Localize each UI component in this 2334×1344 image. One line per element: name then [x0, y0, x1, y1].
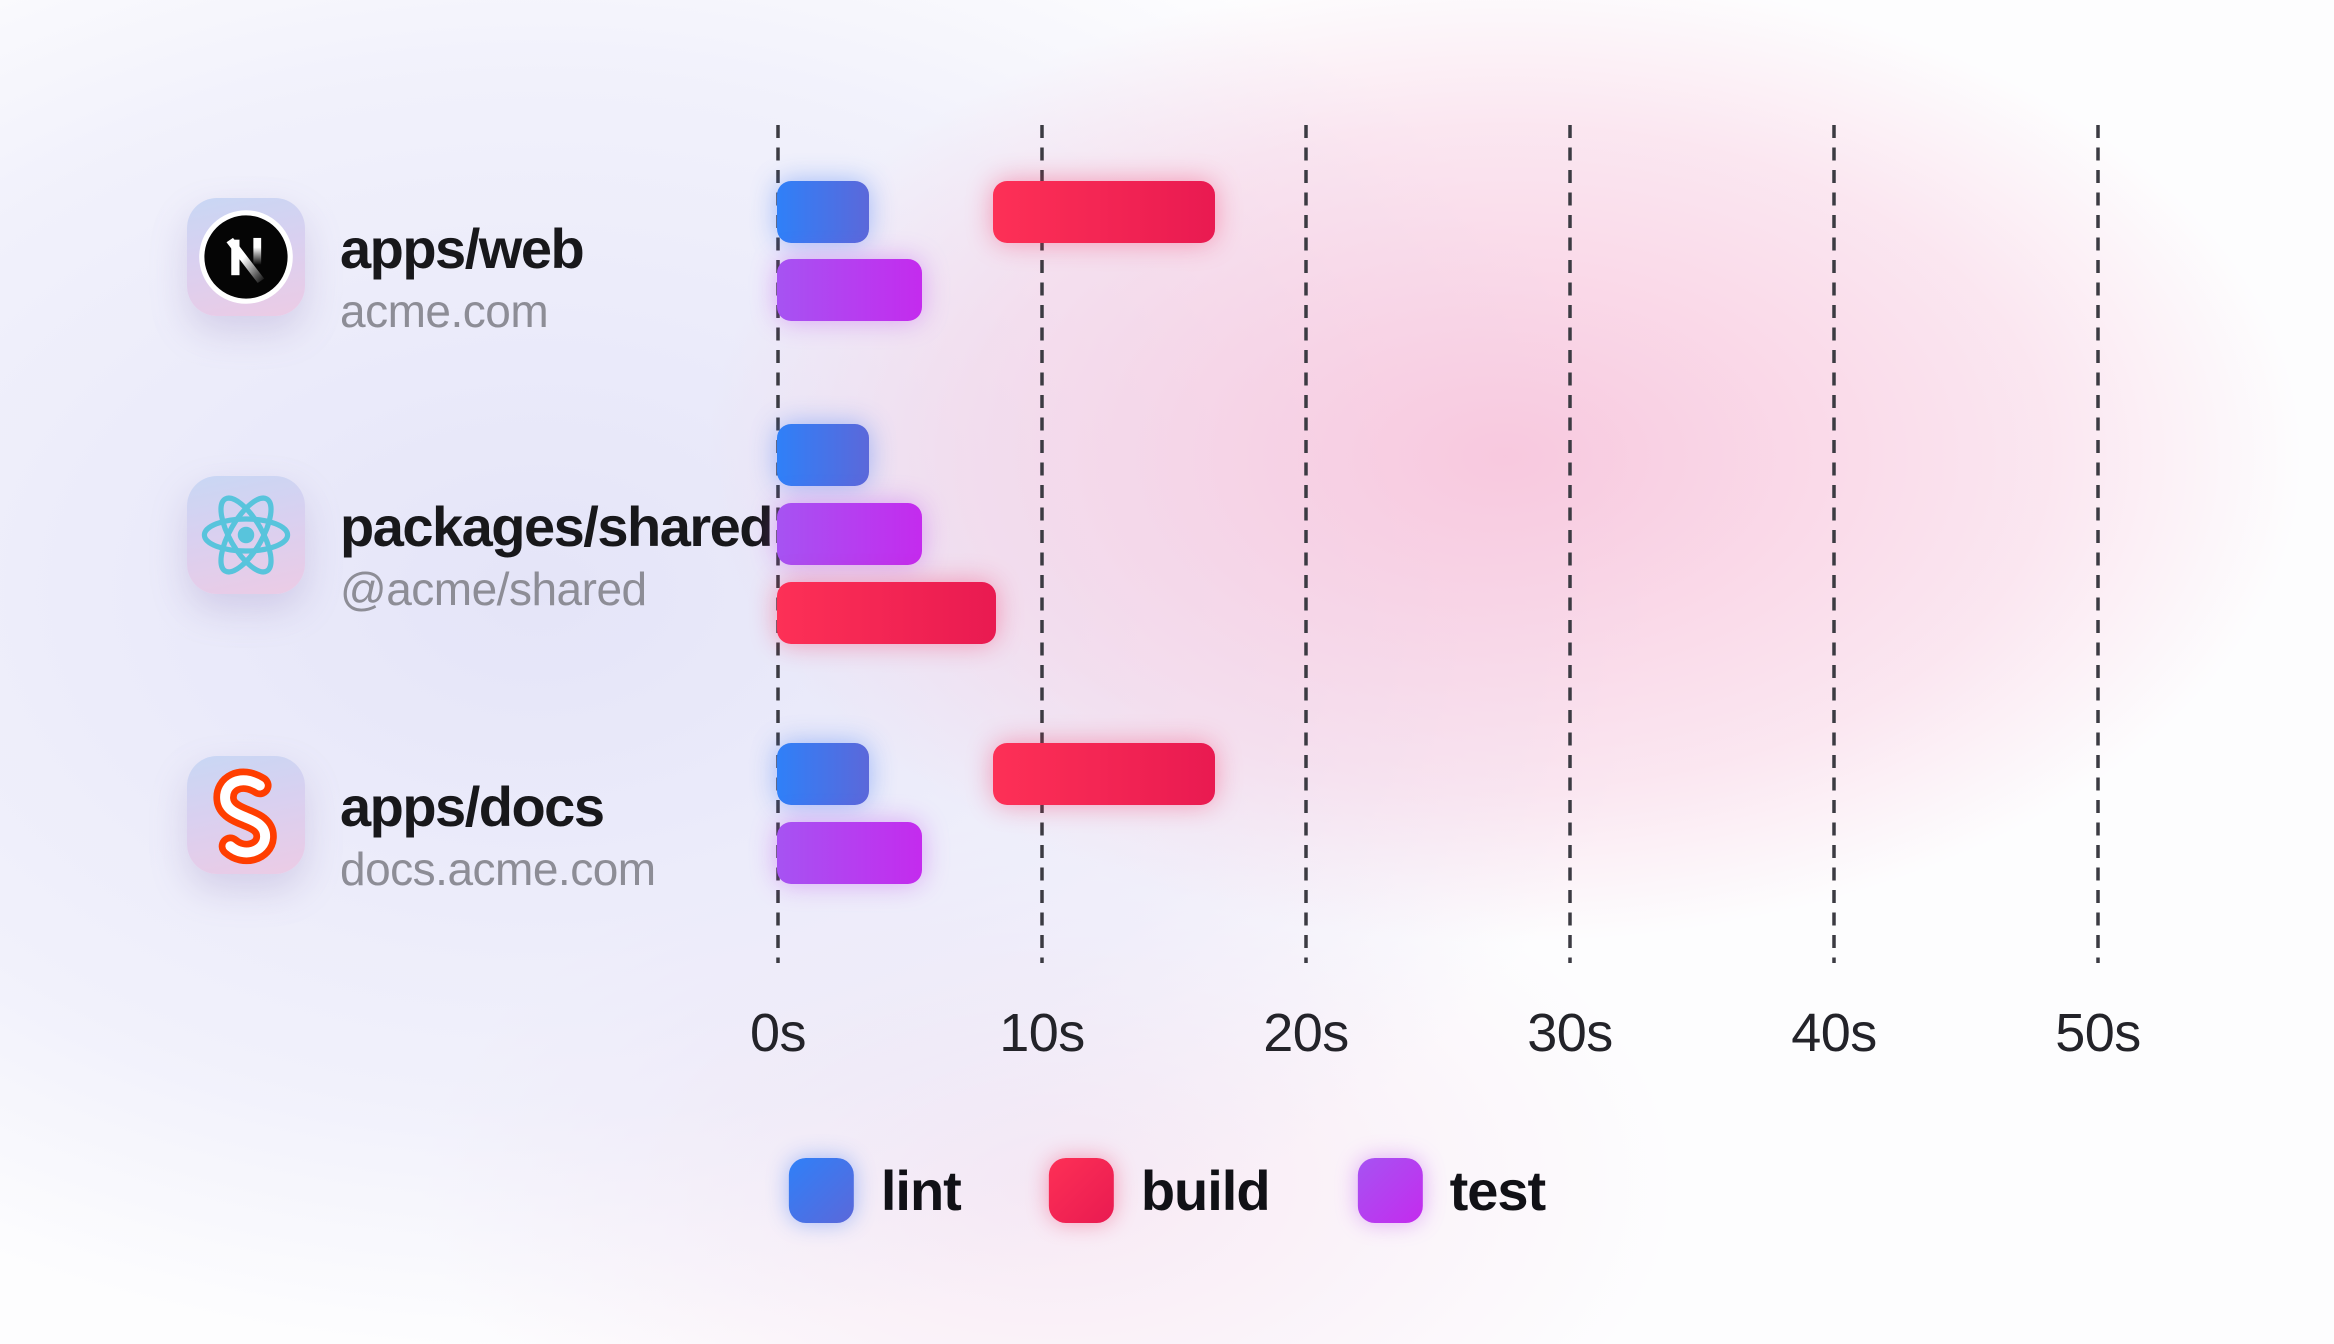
package-row-apps-web: apps/web acme.com: [187, 198, 585, 338]
legend-label: lint: [880, 1159, 962, 1222]
package-info: packages/shared @acme/shared: [340, 476, 773, 616]
package-row-apps-docs: apps/docs docs.acme.com: [187, 756, 656, 896]
task-bar-lint-apps-docs: [777, 743, 870, 805]
package-subtitle: acme.com: [340, 285, 549, 337]
task-bar-lint-packages-shared: [777, 424, 870, 486]
axis-tick-label-20s: 20s: [1263, 1003, 1349, 1063]
package-name: apps/docs: [340, 775, 605, 838]
task-bar-lint-apps-web: [777, 181, 870, 243]
package-name: apps/web: [340, 217, 585, 280]
nextjs-logo-icon: [199, 210, 293, 304]
axis-tick-label-40s: 40s: [1791, 1003, 1877, 1063]
legend-item-test: test: [1357, 1158, 1547, 1223]
task-bar-build-packages-shared: [777, 582, 997, 644]
package-subtitle: docs.acme.com: [340, 843, 656, 895]
task-bar-test-packages-shared: [777, 503, 923, 565]
task-bar-build-apps-web: [993, 181, 1216, 243]
legend-item-lint: lint: [788, 1158, 962, 1223]
task-bar-test-apps-web: [777, 259, 923, 321]
legend-item-build: build: [1048, 1158, 1271, 1223]
legend: lint build test: [788, 1158, 1547, 1223]
package-info: apps/docs docs.acme.com: [340, 756, 656, 896]
task-bar-test-apps-docs: [777, 822, 923, 884]
axis-tick-label-50s: 50s: [2055, 1003, 2141, 1063]
package-subtitle: @acme/shared: [340, 563, 647, 615]
react-logo-icon: [201, 495, 291, 575]
axis-tick-label-0s: 0s: [749, 1003, 807, 1063]
package-icon-tile: [187, 756, 305, 874]
lint-swatch-icon: [788, 1158, 854, 1223]
task-bar-build-apps-docs: [993, 743, 1216, 805]
axis-tick-label-10s: 10s: [999, 1003, 1085, 1063]
test-swatch-icon: [1357, 1158, 1423, 1223]
package-icon-tile: [187, 476, 305, 594]
svelte-logo-icon: [213, 768, 277, 865]
build-swatch-icon: [1048, 1158, 1114, 1223]
package-row-packages-shared: packages/shared @acme/shared: [187, 476, 773, 616]
package-info: apps/web acme.com: [340, 198, 585, 338]
legend-label: test: [1449, 1159, 1547, 1222]
legend-label: build: [1140, 1159, 1271, 1222]
package-name: packages/shared: [340, 495, 773, 558]
axis-tick-label-30s: 30s: [1527, 1003, 1613, 1063]
package-icon-tile: [187, 198, 305, 316]
